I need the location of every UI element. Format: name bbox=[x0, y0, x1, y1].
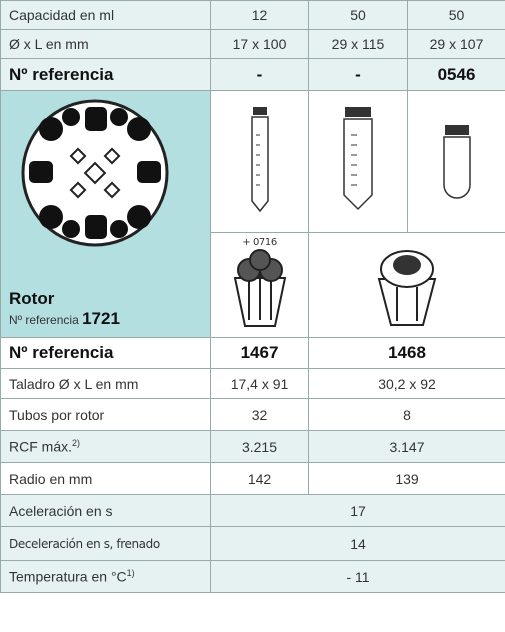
cell: 3.147 bbox=[308, 430, 505, 463]
cell: 8 bbox=[308, 398, 505, 431]
tube-cell bbox=[210, 90, 309, 233]
cell: 142 bbox=[210, 462, 309, 495]
row: Temperatura en °C1) - 11 bbox=[0, 560, 505, 593]
cell: 3.215 bbox=[210, 430, 309, 463]
cell: 30,2 x 92 bbox=[308, 368, 505, 399]
adapter-note: + 0716 bbox=[242, 237, 277, 248]
cell: Nº referencia bbox=[0, 337, 211, 369]
cell: 17 bbox=[210, 494, 505, 527]
row: Ø x L en mm 17 x 100 29 x 115 29 x 107 bbox=[0, 29, 505, 59]
cell: Aceleración en s bbox=[0, 494, 211, 527]
cell: - bbox=[308, 58, 408, 91]
tube-cell bbox=[407, 90, 505, 233]
cell: - bbox=[210, 58, 309, 91]
cell: - 11 bbox=[210, 560, 505, 593]
row: Radio en mm 142 139 bbox=[0, 462, 505, 495]
row: Taladro Ø x L en mm 17,4 x 91 30,2 x 92 bbox=[0, 368, 505, 399]
cell: Nº referencia bbox=[0, 58, 211, 91]
rotor-title: Rotor bbox=[9, 289, 55, 308]
tube-icon bbox=[343, 107, 373, 211]
cell-text: Temperatura en °C bbox=[9, 568, 127, 585]
cell: 0546 bbox=[407, 58, 505, 91]
cell: 32 bbox=[210, 398, 309, 431]
row: Tubos por rotor 32 8 bbox=[0, 398, 505, 431]
adapter-cell: + 0716 bbox=[210, 232, 309, 338]
cell: Temperatura en °C1) bbox=[0, 560, 211, 593]
footnote-mark: 2) bbox=[72, 438, 81, 449]
rotor-ref: Nº referencia 1721 bbox=[9, 309, 202, 329]
cell: 17 x 100 bbox=[210, 29, 309, 59]
cell: 14 bbox=[210, 526, 505, 561]
footnote-mark: 1) bbox=[126, 568, 135, 579]
rotor-ref-number: 1721 bbox=[82, 309, 120, 328]
adapter-cell bbox=[308, 232, 505, 338]
row: Aceleración en s 17 bbox=[0, 494, 505, 527]
spec-table: Capacidad en ml 12 50 50 Ø x L en mm 17 … bbox=[0, 0, 505, 593]
cell: 1467 bbox=[210, 337, 309, 369]
row: Nº referencia 1467 1468 bbox=[0, 337, 505, 369]
cell: Radio en mm bbox=[0, 462, 211, 495]
cell: Tubos por rotor bbox=[0, 398, 211, 431]
adapter-icon bbox=[377, 249, 437, 326]
cell-text: RCF máx. bbox=[9, 438, 72, 455]
cell: 29 x 107 bbox=[407, 29, 505, 59]
cell: Deceleración en s, frenado bbox=[0, 526, 211, 561]
row: Nº referencia - - 0546 bbox=[0, 58, 505, 91]
row: Capacidad en ml 12 50 50 bbox=[0, 0, 505, 30]
cell: 12 bbox=[210, 0, 309, 30]
rotor-ref-label: Nº referencia bbox=[9, 313, 79, 327]
row: Rotor Nº referencia 1721 bbox=[0, 90, 505, 338]
cell: 1468 bbox=[308, 337, 505, 369]
row: Deceleración en s, frenado 14 bbox=[0, 526, 505, 561]
cell: 50 bbox=[407, 0, 505, 30]
cell: 29 x 115 bbox=[308, 29, 408, 59]
cell: 17,4 x 91 bbox=[210, 368, 309, 399]
cell: 50 bbox=[308, 0, 408, 30]
tube-icon bbox=[442, 125, 471, 199]
tube-cell bbox=[308, 90, 408, 233]
rotor-image bbox=[21, 99, 169, 247]
adapter-icon bbox=[233, 249, 286, 327]
cell: Taladro Ø x L en mm bbox=[0, 368, 211, 399]
cell: RCF máx.2) bbox=[0, 430, 211, 463]
cell: 139 bbox=[308, 462, 505, 495]
row: RCF máx.2) 3.215 3.147 bbox=[0, 430, 505, 463]
row: + 0716 bbox=[1, 232, 505, 338]
tube-icon bbox=[250, 107, 269, 213]
cell: Ø x L en mm bbox=[0, 29, 211, 59]
cell: Capacidad en ml bbox=[0, 0, 211, 30]
rotor-cell: Rotor Nº referencia 1721 bbox=[0, 90, 211, 338]
